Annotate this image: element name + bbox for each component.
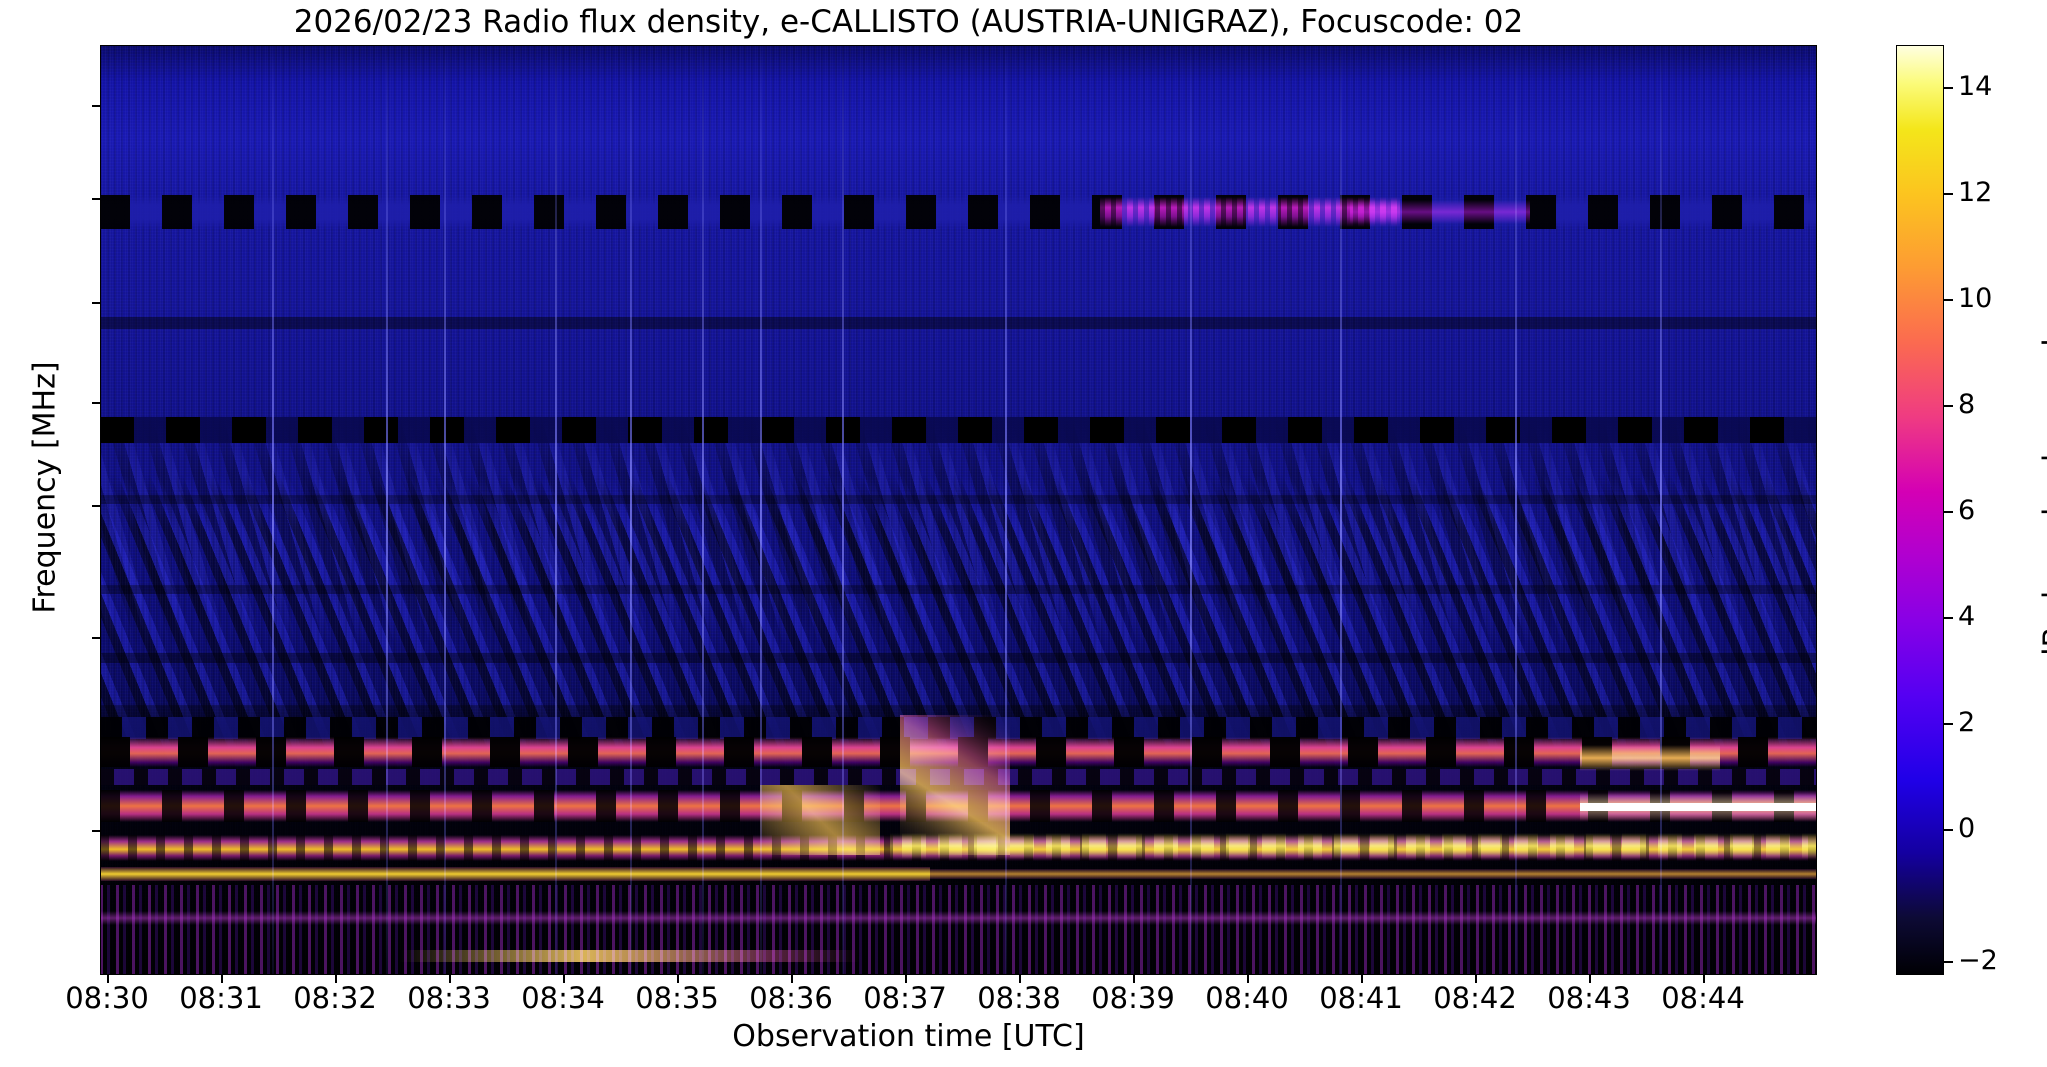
y-tick-mark [92, 402, 100, 404]
x-tick-mark [1133, 975, 1135, 983]
y-tick-mark [92, 302, 100, 304]
x-tick-label: 08:36 [749, 981, 833, 1015]
x-tick-label: 08:34 [521, 981, 605, 1015]
low-band-18mhz [100, 911, 1817, 925]
x-tick-mark [1019, 975, 1021, 983]
spectrogram-plot-area[interactable] [100, 45, 1817, 975]
colorbar-tick-label: 0 [1958, 813, 1976, 844]
colorbar-tick-label: 10 [1958, 283, 1993, 314]
transient-spike [760, 45, 762, 975]
x-tick-label: 08:31 [179, 981, 263, 1015]
colorbar[interactable] [1896, 45, 1944, 975]
x-tick-label: 08:35 [635, 981, 719, 1015]
transient-spike [444, 45, 446, 975]
x-tick-mark [1475, 975, 1477, 983]
x-tick-mark [1361, 975, 1363, 983]
transient-spike [1340, 45, 1342, 975]
rfi-band-50mhz [100, 495, 1817, 504]
colorbar-tick-label: 12 [1958, 177, 1993, 208]
rfi-band-56mhz [100, 417, 1817, 443]
type-III-burst-tail [760, 785, 880, 855]
x-tick-label: 08:41 [1319, 981, 1403, 1015]
colorbar-tick-label: 14 [1958, 71, 1993, 102]
transient-spike [1515, 45, 1517, 975]
rfi-band-73mhz [100, 195, 1817, 229]
x-tick-label: 08:39 [1091, 981, 1175, 1015]
page-title: 2026/02/23 Radio flux density, e-CALLIST… [293, 4, 1524, 40]
y-tick-mark [92, 105, 100, 107]
colorbar-tick-mark [1944, 829, 1953, 831]
rfi-band-41mhz [100, 585, 1817, 594]
x-tick-mark [1589, 975, 1591, 983]
bright-patch-0843 [1580, 745, 1720, 771]
y-axis-label: Frequency [MHz] [27, 361, 63, 614]
x-tick-mark [791, 975, 793, 983]
transient-spike [555, 45, 557, 975]
x-tick-mark [335, 975, 337, 983]
colorbar-tick-mark [1944, 299, 1953, 301]
transient-spike [1190, 45, 1192, 975]
x-tick-mark [563, 975, 565, 983]
x-tick-label: 08:32 [293, 981, 377, 1015]
x-tick-mark [221, 975, 223, 983]
y-tick-mark [92, 198, 100, 200]
colorbar-tick-label: 6 [1958, 495, 1976, 526]
colorbar-tick-label: 8 [1958, 389, 1976, 420]
transient-spike [702, 45, 704, 975]
colorbar-tick-mark [1944, 961, 1953, 963]
transient-spike [272, 45, 274, 975]
colorbar-tick-label: 2 [1958, 707, 1976, 738]
x-tick-mark [1247, 975, 1249, 983]
x-tick-label: 08:33 [407, 981, 491, 1015]
x-tick-mark [677, 975, 679, 983]
colorbar-tick-mark [1944, 617, 1953, 619]
x-tick-mark [449, 975, 451, 983]
x-tick-mark [905, 975, 907, 983]
y-tick-mark [92, 830, 100, 832]
rfi-band-22mhz-enhanced [890, 833, 1817, 859]
transient-spike [630, 45, 632, 975]
transient-spike [842, 45, 844, 975]
rfi-band-21mhz-right [930, 869, 1817, 879]
rfi-band-64mhz [100, 317, 1817, 329]
rfi-band-21mhz [100, 867, 930, 881]
type-III-burst [900, 715, 1010, 855]
low-band-noise [100, 885, 1817, 975]
x-tick-label: 08:30 [65, 981, 149, 1015]
x-tick-label: 08:38 [977, 981, 1061, 1015]
colorbar-label: dB above background [2037, 338, 2047, 667]
colorbar-tick-label: −2 [1958, 945, 1998, 976]
x-axis-label: Observation time [UTC] [732, 1019, 1085, 1054]
transient-spike [1660, 45, 1662, 975]
colorbar-tick-mark [1944, 511, 1953, 513]
transient-spike [1005, 45, 1007, 975]
colorbar-tick-mark [1944, 405, 1953, 407]
colorbar-tick-mark [1944, 193, 1953, 195]
x-tick-label: 08:37 [863, 981, 947, 1015]
x-tick-mark [1703, 975, 1705, 983]
x-tick-mark [107, 975, 109, 983]
colorbar-tick-mark [1944, 723, 1953, 725]
rfi-band-73mhz-bright-patch-2 [1350, 200, 1530, 224]
colorbar-tick-label: 4 [1958, 601, 1976, 632]
x-tick-label: 08:42 [1433, 981, 1517, 1015]
y-tick-mark [92, 637, 100, 639]
saturated-line-25mhz-halo [1580, 793, 1817, 821]
x-tick-label: 08:43 [1547, 981, 1631, 1015]
rfi-band-35mhz [100, 653, 1817, 663]
transient-spike [386, 45, 388, 975]
y-tick-mark [92, 505, 100, 507]
colorbar-tick-mark [1944, 87, 1953, 89]
x-tick-label: 08:44 [1661, 981, 1745, 1015]
x-tick-label: 08:40 [1205, 981, 1289, 1015]
